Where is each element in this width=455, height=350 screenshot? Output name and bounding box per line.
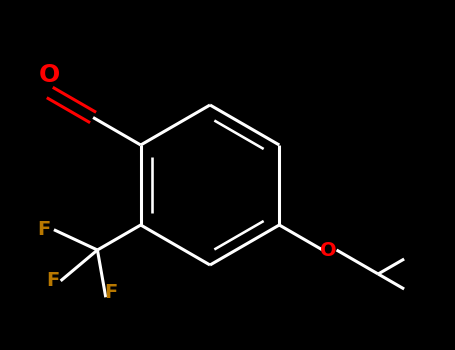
Text: F: F (104, 283, 117, 302)
Text: F: F (46, 271, 59, 290)
Text: O: O (320, 240, 337, 259)
Text: F: F (37, 220, 51, 239)
Text: O: O (39, 63, 61, 86)
